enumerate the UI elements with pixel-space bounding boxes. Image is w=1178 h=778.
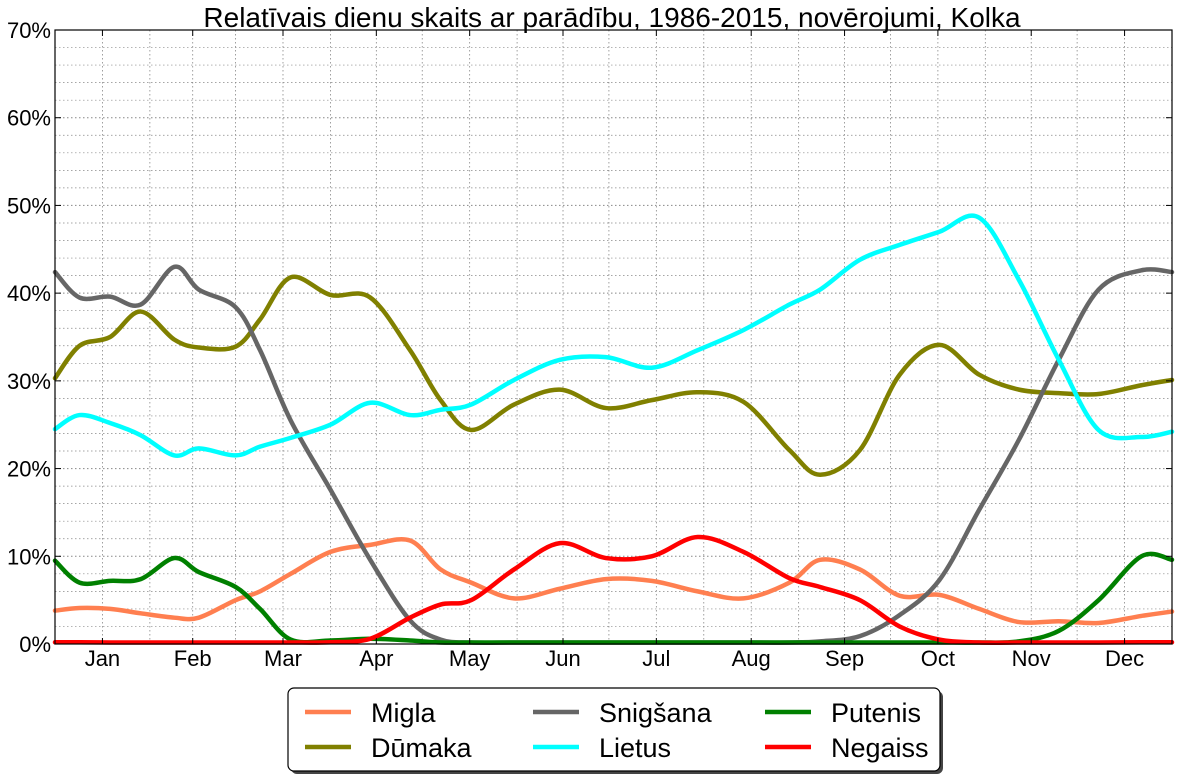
legend-label: Lietus (599, 733, 671, 763)
y-tick-label: 20% (7, 457, 51, 482)
y-axis: 0% 10% 20% 30% 40% 50% 60% 70% (7, 18, 1172, 657)
x-tick-label: Jul (642, 646, 670, 671)
x-tick-label: Jan (85, 646, 120, 671)
x-tick-label: Jun (545, 646, 580, 671)
legend-label: Dūmaka (371, 733, 473, 763)
x-tick-label: Nov (1012, 646, 1051, 671)
series-line-dūmaka (52, 274, 1175, 477)
y-tick-label: 10% (7, 544, 51, 569)
x-tick-label: Aug (732, 646, 771, 671)
x-tick-label: May (449, 646, 491, 671)
legend-label: Negaiss (831, 733, 929, 763)
series-line-migla (52, 536, 1175, 626)
x-tick-label: Dec (1105, 646, 1144, 671)
x-tick-label: Sep (825, 646, 864, 671)
legend: Migla Snigšana Putenis Dūmaka Lietus Negaiss (287, 687, 943, 774)
x-axis: Jan Feb Mar Apr May Jun Jul Aug Sep Oct Nov Dec (85, 30, 1144, 671)
legend-label: Migla (371, 698, 437, 728)
y-tick-label: 70% (7, 18, 51, 43)
series-lines (52, 213, 1175, 645)
y-tick-label: 0% (19, 632, 51, 657)
y-tick-label: 40% (7, 281, 51, 306)
x-tick-label: Feb (174, 646, 212, 671)
y-tick-label: 50% (7, 193, 51, 218)
grid (55, 30, 1172, 644)
legend-box (287, 687, 941, 772)
legend-label: Snigšana (599, 698, 713, 728)
y-tick-label: 30% (7, 369, 51, 394)
series-line-lietus (52, 213, 1175, 458)
chart-title: Relatīvais dienu skaits ar parādību, 198… (203, 2, 1021, 33)
series-line-negaiss (52, 534, 1175, 645)
series-line-putenis (52, 551, 1175, 645)
legend-label: Putenis (831, 698, 921, 728)
y-tick-label: 60% (7, 106, 51, 131)
plot-frame (54, 29, 1173, 645)
x-tick-label: Apr (359, 646, 393, 671)
x-tick-label: Oct (921, 646, 955, 671)
x-tick-label: Mar (264, 646, 302, 671)
